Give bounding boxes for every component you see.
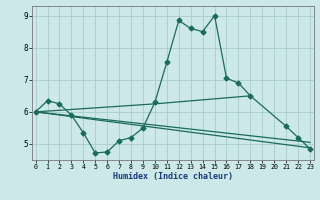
X-axis label: Humidex (Indice chaleur): Humidex (Indice chaleur): [113, 172, 233, 181]
